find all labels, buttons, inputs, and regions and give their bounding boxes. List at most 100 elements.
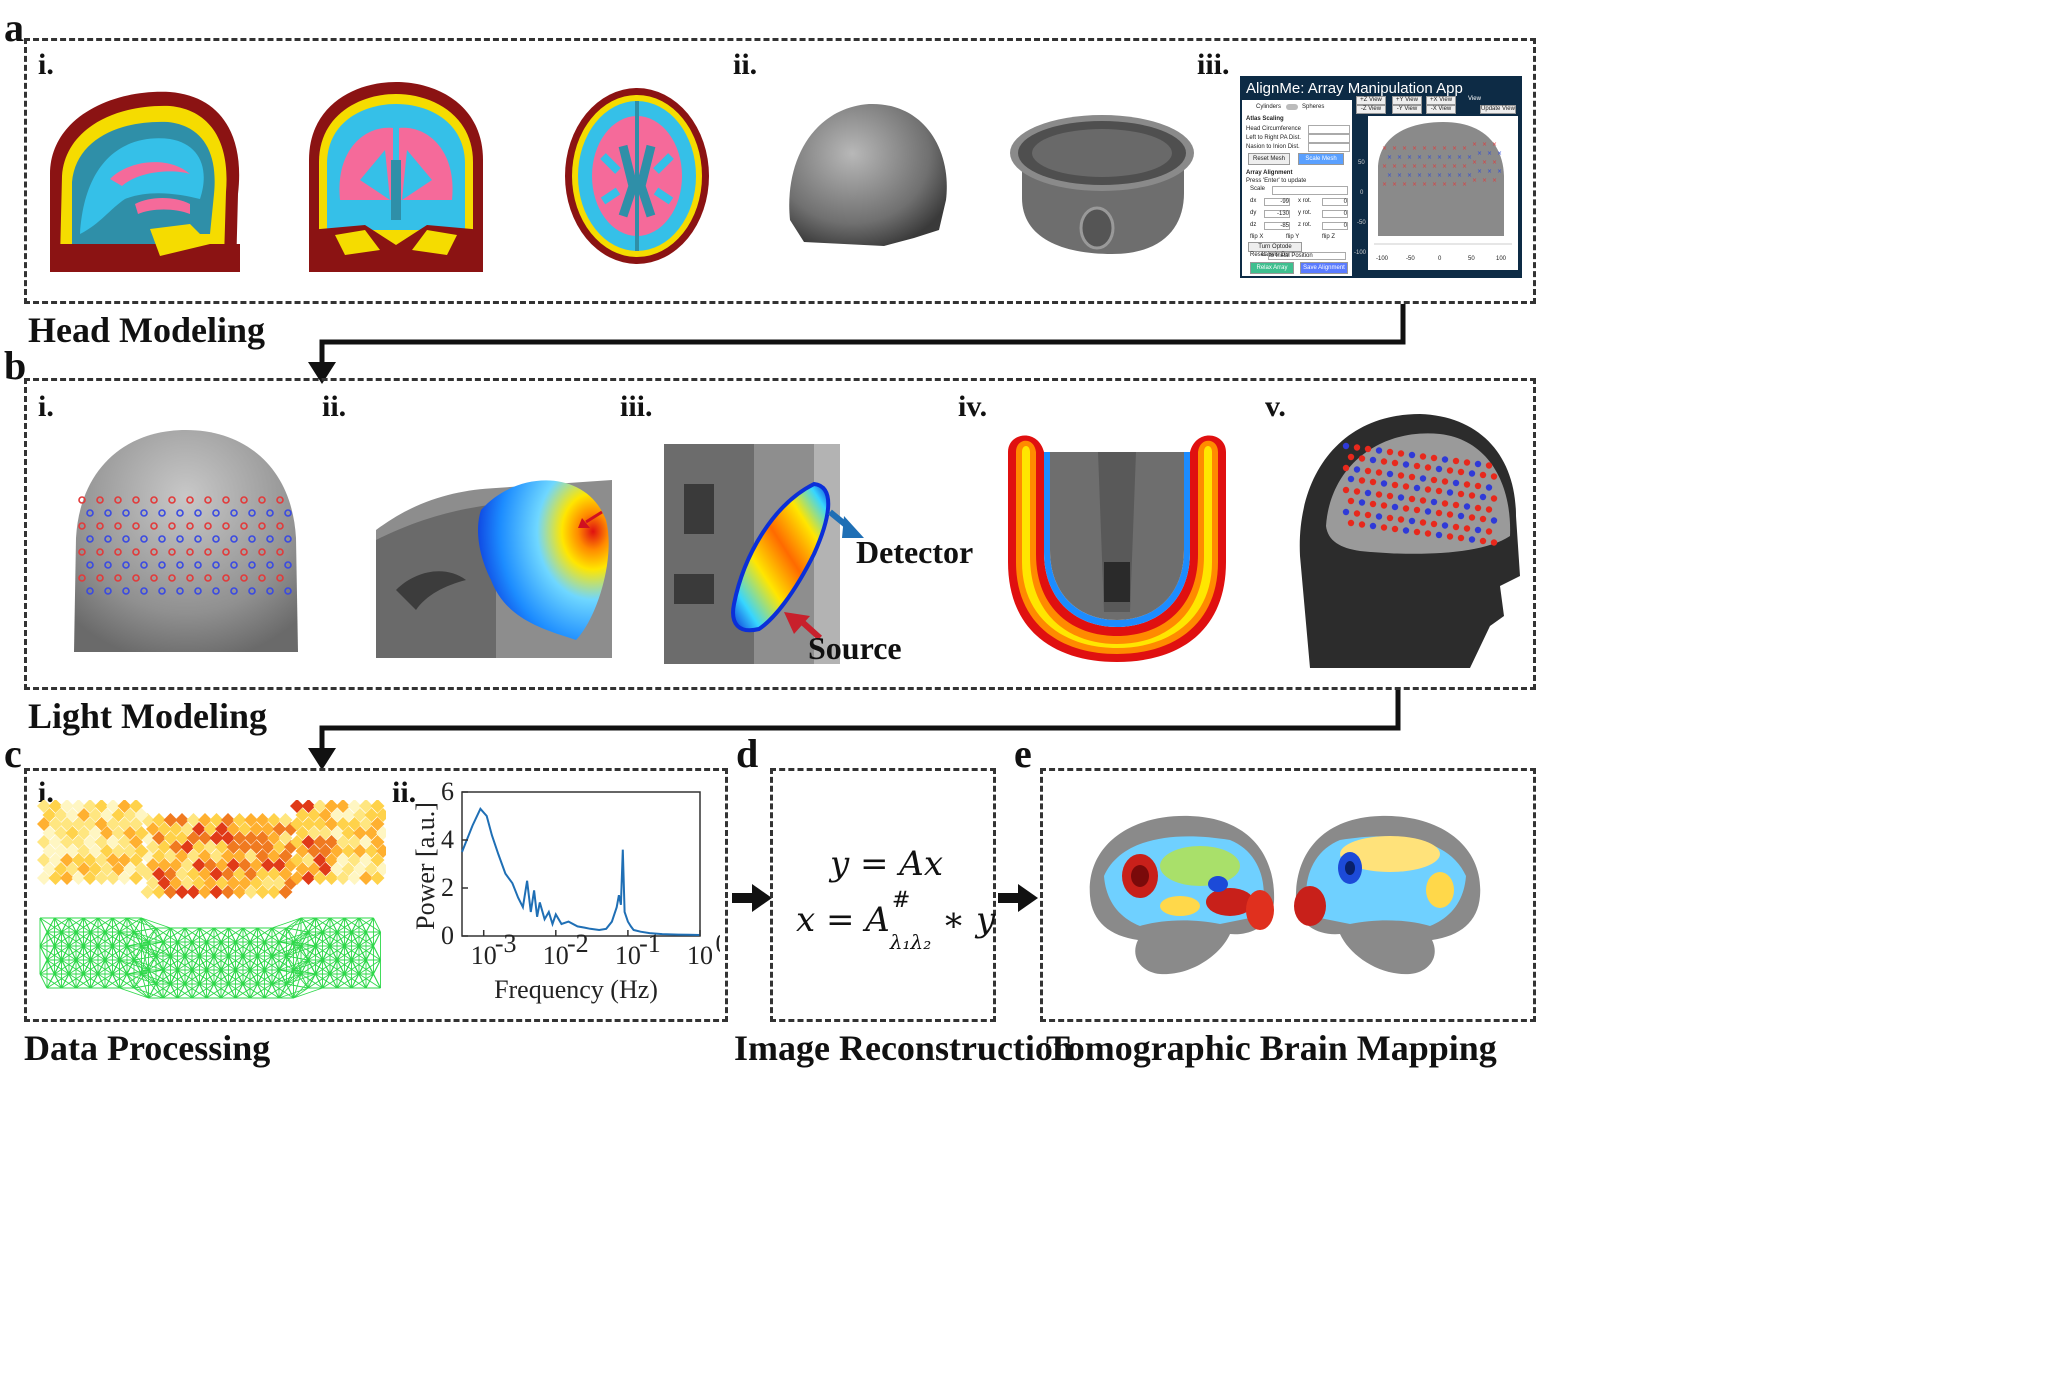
app-optode-labels-button[interactable]: Turn Optode Labels On xyxy=(1248,242,1302,258)
heat-diamond xyxy=(129,835,143,849)
brain-optode xyxy=(1347,453,1355,461)
app-field-1-input[interactable] xyxy=(1308,134,1350,143)
brain-optode xyxy=(1402,483,1410,490)
heat-diamond xyxy=(221,831,235,845)
optode-dot xyxy=(284,509,292,517)
app-view-btn-4[interactable]: +X View xyxy=(1426,96,1456,105)
spectrum-ylabel: Power [a.u.] xyxy=(411,802,440,930)
brain-optode xyxy=(1474,460,1482,468)
heat-diamond xyxy=(267,813,281,827)
heat-diamond xyxy=(295,826,310,840)
brain-optode xyxy=(1402,527,1410,534)
app-optode-mark: × xyxy=(1462,145,1467,152)
heat-diamond xyxy=(215,876,229,890)
mesh-line xyxy=(336,945,360,961)
sensitivity-u-profile xyxy=(998,422,1236,664)
heat-diamond xyxy=(215,858,229,872)
app-toggle-left[interactable]: Cylinders xyxy=(1256,104,1282,110)
app-row-0-rv[interactable]: 0 xyxy=(1322,198,1348,206)
app-flip-y[interactable]: flip Y xyxy=(1286,234,1300,240)
mesh-line xyxy=(104,973,113,989)
optode-dot xyxy=(78,574,86,582)
optode-dot xyxy=(222,548,230,556)
heat-diamond xyxy=(65,826,80,840)
heat-diamond xyxy=(180,858,195,872)
brain-optode xyxy=(1342,442,1350,450)
app-optode-mark: × xyxy=(1492,141,1497,148)
app-save-alignment-button[interactable]: Save Alignment xyxy=(1300,262,1348,274)
mesh-line xyxy=(293,917,302,943)
heat-diamond xyxy=(186,867,201,881)
app-flip-x[interactable]: flip X xyxy=(1250,234,1264,240)
app-view-btn-3[interactable]: +Y View xyxy=(1392,96,1422,105)
heat-diamond xyxy=(94,817,109,831)
mesh-line xyxy=(351,945,374,961)
brain-optode xyxy=(1479,471,1487,479)
heat-diamond xyxy=(77,862,91,876)
app-row-1-dv[interactable]: -130 xyxy=(1264,210,1290,218)
app-row-1-d: dy xyxy=(1250,210,1257,216)
heat-diamond xyxy=(192,858,206,872)
mesh-line xyxy=(293,959,309,971)
optode-dot xyxy=(230,587,238,595)
mesh-line xyxy=(235,927,258,943)
detector-label: Detector xyxy=(856,534,974,570)
mesh-line xyxy=(235,955,258,971)
app-relax-array-button[interactable]: Relax Array xyxy=(1250,262,1294,274)
tomographic-brain-mapping-title: Tomographic Brain Mapping xyxy=(1046,1028,1497,1068)
app-view-btn-5[interactable]: -X View xyxy=(1426,105,1456,114)
mesh-line xyxy=(133,987,149,999)
mesh-line xyxy=(249,927,273,943)
app-y-tick-1: 0 xyxy=(1360,190,1364,196)
app-field-0-input[interactable] xyxy=(1308,125,1350,134)
app-row-2-dv[interactable]: -85 xyxy=(1264,222,1290,230)
brain-optode xyxy=(1419,475,1427,482)
app-row-1-rv[interactable]: 0 xyxy=(1322,210,1348,218)
app-update-view-button[interactable]: Update View xyxy=(1480,105,1516,114)
optode-dot xyxy=(132,496,140,504)
optode-dot xyxy=(266,587,274,595)
heat-diamond xyxy=(209,885,224,899)
app-row-1-r: y rot. xyxy=(1298,210,1312,216)
app-reset-select[interactable]: to Initial Position xyxy=(1268,252,1346,260)
mesh-line xyxy=(293,973,302,999)
app-view-btn-2[interactable]: -Y View xyxy=(1392,105,1422,114)
app-flip-z[interactable]: flip Z xyxy=(1322,234,1336,240)
app-view-btn-1[interactable]: -Z View xyxy=(1356,105,1386,114)
app-optode-mark: × xyxy=(1462,181,1467,188)
spectrum-x-tick-exponent: -1 xyxy=(639,929,661,958)
mesh-line xyxy=(344,931,367,947)
mesh-line xyxy=(126,945,149,971)
heat-diamond xyxy=(198,831,212,845)
heat-diamond xyxy=(169,840,183,854)
mesh-line xyxy=(322,945,345,961)
optode-dot xyxy=(158,587,166,595)
brain-optode xyxy=(1364,489,1372,497)
app-optode-mark: × xyxy=(1457,154,1462,161)
brain-optode xyxy=(1358,499,1366,506)
brain-optode xyxy=(1375,447,1383,454)
app-view-btn-0[interactable]: +Z View xyxy=(1356,96,1386,105)
brain-optode xyxy=(1342,486,1350,494)
app-toggle-switch[interactable] xyxy=(1286,104,1298,110)
app-row-0-dv[interactable]: -99 xyxy=(1264,198,1290,206)
heat-diamond xyxy=(353,826,367,840)
app-reset-mesh-button[interactable]: Reset Mesh xyxy=(1248,153,1290,165)
optode-dot xyxy=(104,509,112,517)
app-optode-mark: × xyxy=(1402,145,1407,152)
mesh-line xyxy=(300,959,323,975)
heat-diamond xyxy=(255,867,270,881)
mesh-line xyxy=(228,941,251,957)
app-scale-input[interactable] xyxy=(1272,186,1348,195)
optode-dot xyxy=(140,535,148,543)
heat-diamond xyxy=(169,876,183,890)
app-scale-mesh-button[interactable]: Scale Mesh xyxy=(1298,153,1344,165)
channel-map-heat xyxy=(37,800,386,899)
app-row-2-rv[interactable]: 0 xyxy=(1322,222,1348,230)
banana-arrows xyxy=(784,509,864,641)
mesh-line xyxy=(75,973,84,989)
heat-diamond xyxy=(267,831,281,845)
app-toggle-right[interactable]: Spheres xyxy=(1302,104,1325,110)
app-field-2-input[interactable] xyxy=(1308,143,1350,152)
heat-diamond xyxy=(169,822,183,836)
